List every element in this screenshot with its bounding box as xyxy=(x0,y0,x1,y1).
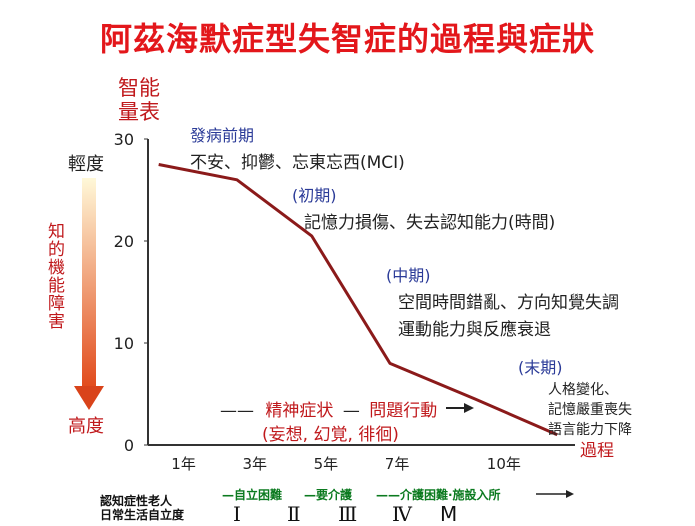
y-tick-label: 10 xyxy=(114,334,134,353)
y-axis-title-line-2: 量表 xyxy=(118,100,160,124)
psych-symptoms-line: —— 精神症状 — 問題行動 xyxy=(220,396,437,421)
independence-label-line-1: 認知症性老人 xyxy=(100,494,173,508)
stage-middle-symptom-2: 運動能力與反應衰退 xyxy=(398,320,551,340)
page-title: 阿茲海默症型失智症的過程與症狀 xyxy=(99,20,595,58)
psych-symptoms-label: 精神症状 xyxy=(265,401,334,421)
stage-early: (初期) 記憶力損傷、失去認知能力(時間) xyxy=(292,182,555,233)
independence-level-4: Ⅳ xyxy=(392,502,412,526)
y-tick-label: 0 xyxy=(124,436,134,455)
severity-severe-label: 高度 xyxy=(68,416,104,437)
x-tick-label: 3年 xyxy=(242,455,267,473)
chart-series xyxy=(158,163,558,437)
y-tick-label: 30 xyxy=(114,130,134,149)
y-tick-label: 20 xyxy=(114,232,134,251)
stage-preclinical-symptom: 不安、抑鬱、忘東忘西(MCI) xyxy=(190,153,405,173)
independence-label-line-2: 日常生活自立度 xyxy=(100,508,185,522)
stage-middle-symptom-1: 空間時間錯亂、方向知覺失調 xyxy=(398,293,619,313)
bottom-row-lines xyxy=(536,490,574,498)
independence-level-1: Ⅰ xyxy=(233,502,241,526)
psych-examples: (妄想, 幻覚, 徘徊) xyxy=(262,425,399,445)
stage-preclinical: 發病前期 不安、抑鬱、忘東忘西(MCI) xyxy=(190,122,405,173)
x-tick-label: 10年 xyxy=(487,455,521,473)
chart-axes xyxy=(147,139,575,446)
chart-ticks: 0 10 20 30 1年 3年 5年 7年 10年 xyxy=(114,130,521,473)
x-tick-label: 5年 xyxy=(314,455,339,473)
independence-level-2: Ⅱ xyxy=(287,502,301,526)
severity-gradient-bar xyxy=(82,178,96,388)
independence-segment-2: —要介護 xyxy=(304,488,353,502)
stage-late-symptom-1: 人格變化、 xyxy=(548,382,618,398)
independence-level-5: M xyxy=(440,502,458,526)
independence-arrow-head xyxy=(566,490,574,498)
stage-late: (末期) 人格變化、 記憶嚴重喪失 語言能力下降 xyxy=(518,354,632,439)
severity-arrow-head xyxy=(74,386,104,410)
psych-separator: — xyxy=(342,401,360,421)
independence-segment-3: ——介護困難·施設入所 xyxy=(376,488,501,502)
stage-early-symptom: 記憶力損傷、失去認知能力(時間) xyxy=(304,213,556,233)
independence-label: 認知症性老人 日常生活自立度 xyxy=(100,494,184,522)
series-line xyxy=(158,163,558,437)
independence-segment-1: —自立困難 xyxy=(222,488,283,502)
x-tick-label: 7年 xyxy=(385,455,410,473)
stage-preclinical-name: 發病前期 xyxy=(190,126,255,145)
psych-dash-prefix: —— xyxy=(220,401,254,421)
problem-behavior-label: 問題行動 xyxy=(369,401,438,421)
y-axis-title-line-1: 智能 xyxy=(118,76,160,100)
stage-middle-name: (中期) xyxy=(386,266,431,285)
stage-early-name: (初期) xyxy=(292,186,337,205)
y-axis-title: 智能 量表 xyxy=(118,76,160,124)
stage-middle: (中期) 空間時間錯亂、方向知覺失調 運動能力與反應衰退 xyxy=(386,262,619,340)
independence-level-3: Ⅲ xyxy=(338,502,358,526)
cognitive-impairment-label: 知的機能障害 xyxy=(44,222,64,330)
x-axis-end-label: 過程 xyxy=(580,441,614,461)
severity-mild-label: 輕度 xyxy=(68,154,104,175)
x-tick-label: 1年 xyxy=(171,455,196,473)
stage-late-symptom-2: 記憶嚴重喪失 xyxy=(548,402,632,418)
stage-late-symptom-3: 語言能力下降 xyxy=(548,422,632,438)
stage-late-name: (末期) xyxy=(518,358,563,377)
